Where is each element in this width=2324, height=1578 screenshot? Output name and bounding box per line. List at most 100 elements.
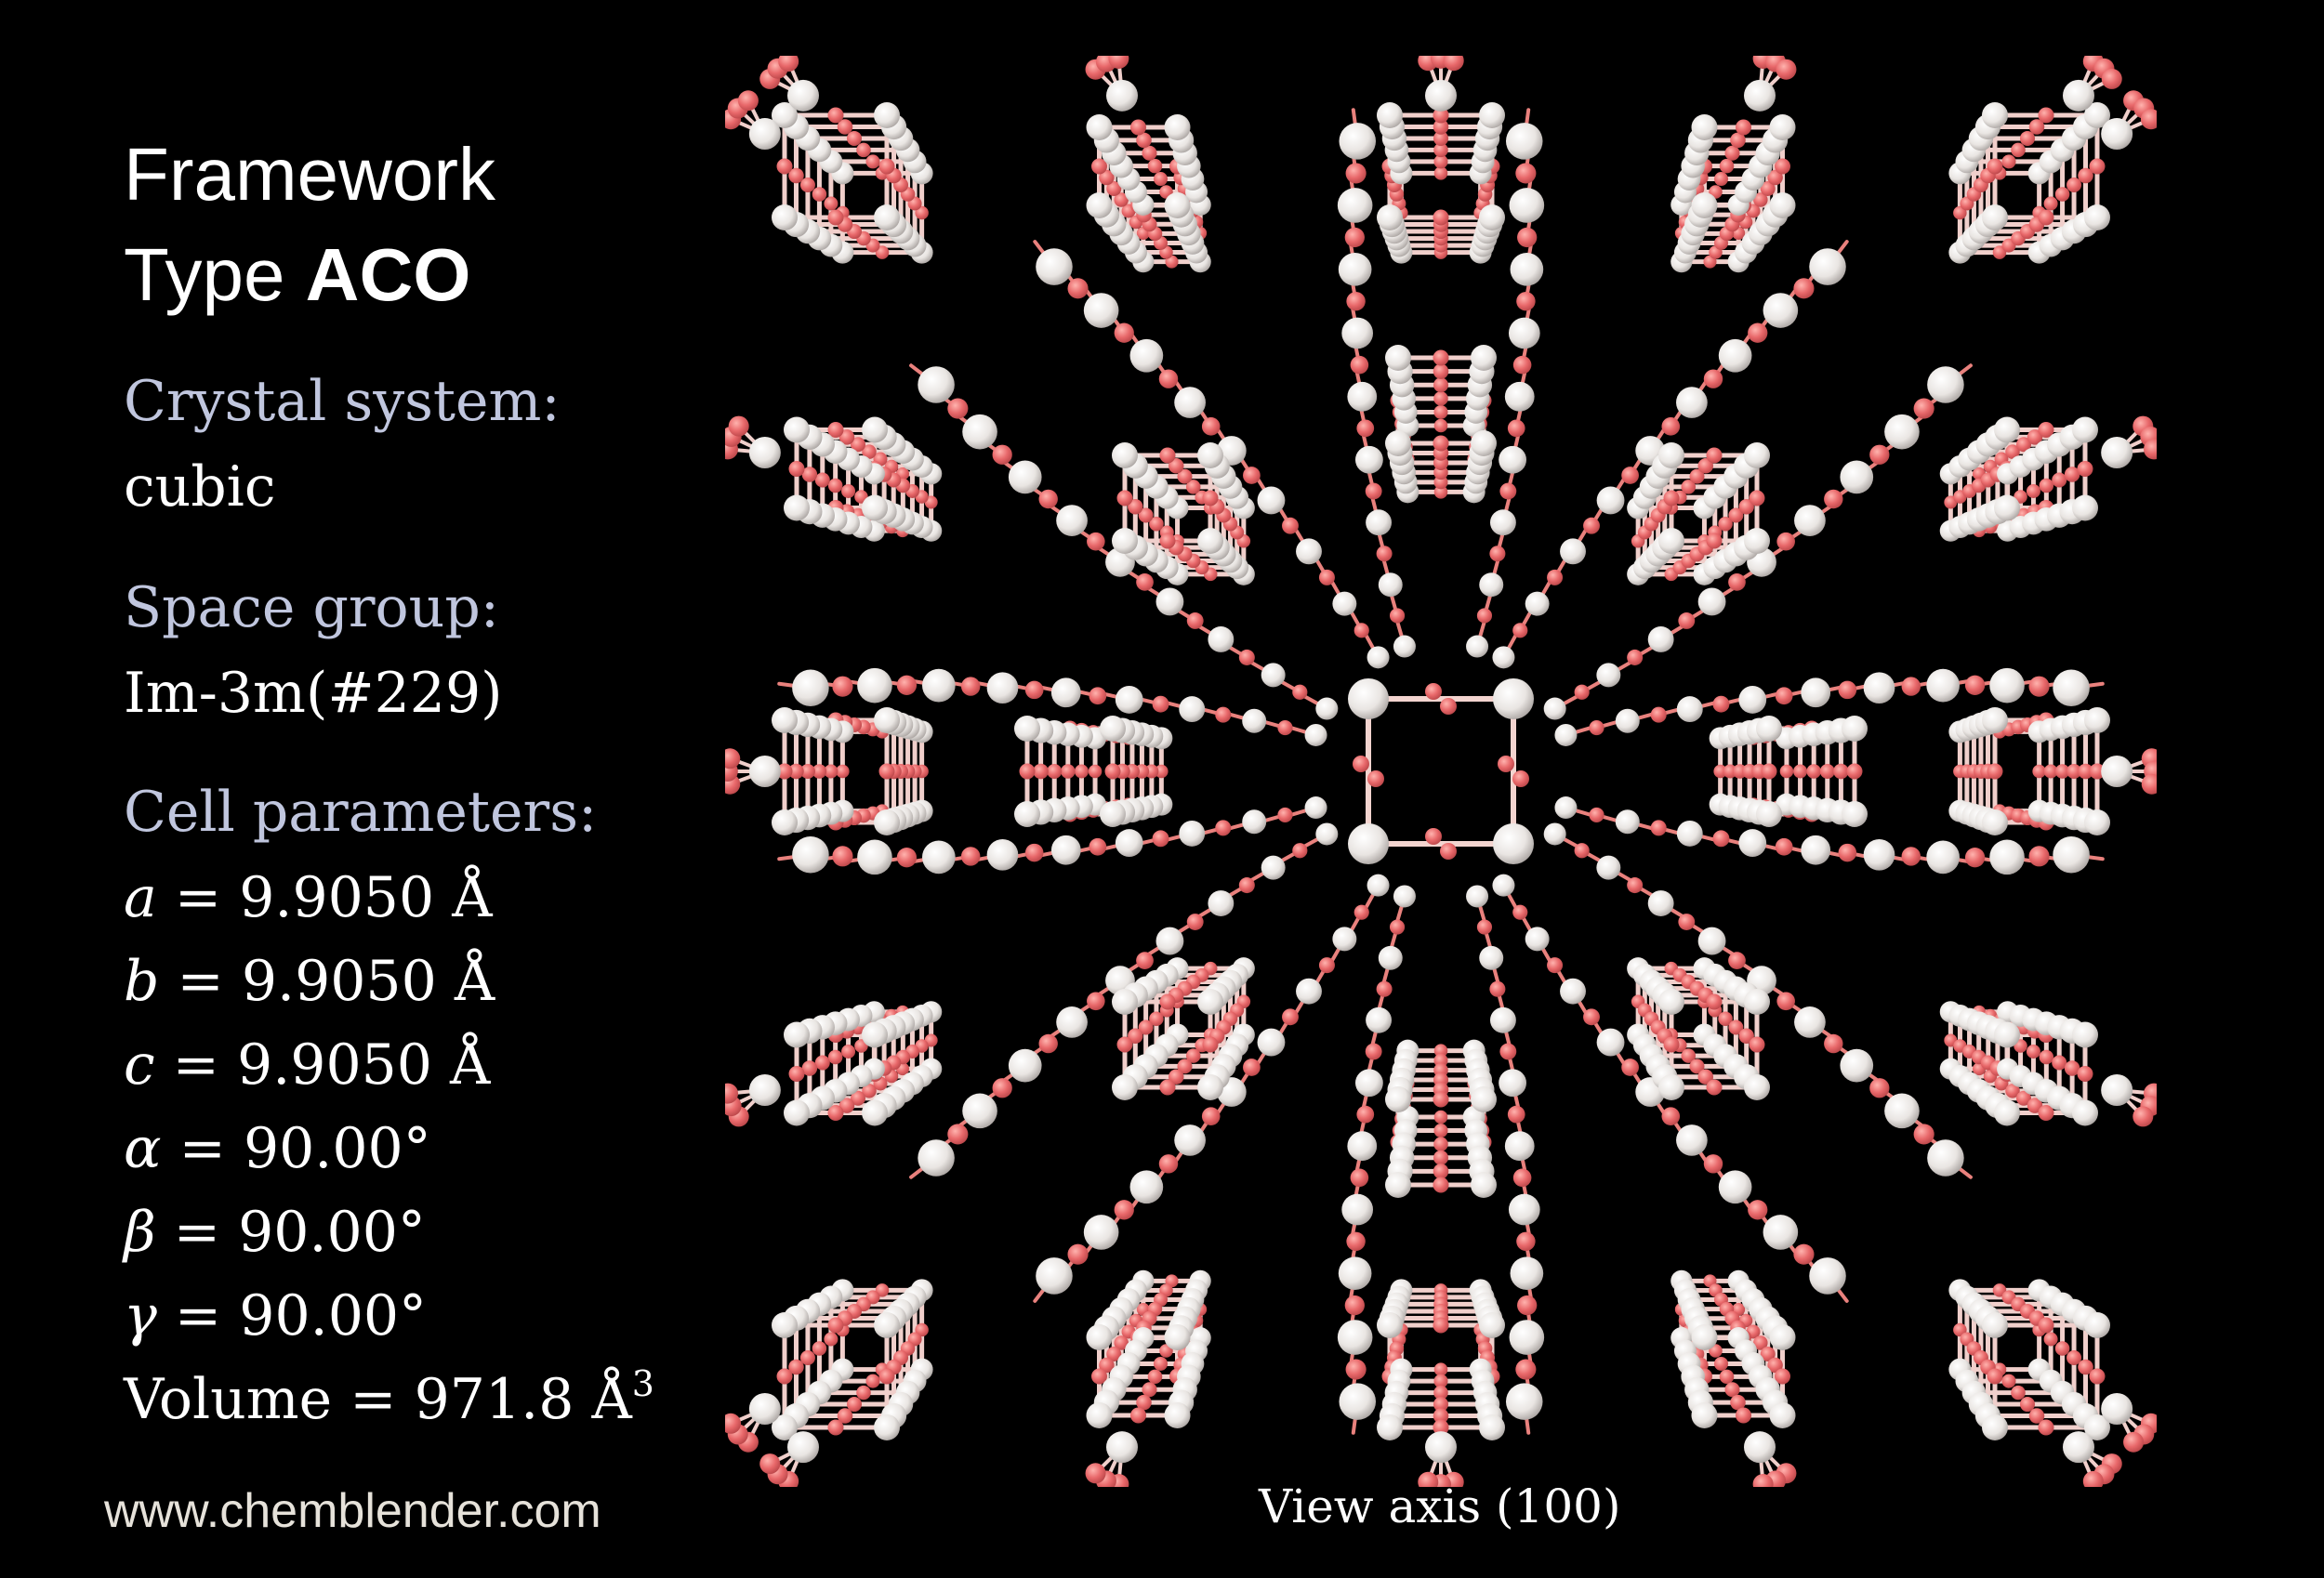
oxygen-atom (1128, 1028, 1143, 1045)
oxygen-atom (1443, 56, 1464, 72)
tetrahedral-atom (1744, 1074, 1770, 1100)
crystal-system-value: cubic (124, 454, 276, 519)
oxygen-atom (1728, 1019, 1744, 1035)
tetrahedral-atom (1982, 809, 2008, 835)
oxygen-atom (1089, 687, 1107, 705)
oxygen-atom (1736, 119, 1751, 136)
oxygen-atom (1512, 355, 1532, 375)
tetrahedral-atom (1479, 102, 1505, 128)
tetrahedral-atom (1744, 442, 1770, 468)
oxygen-atom (960, 677, 981, 696)
tetrahedral-atom (1008, 1048, 1042, 1083)
oxygen-atom (1202, 490, 1219, 506)
oxygen-atom (827, 1317, 844, 1334)
tetrahedral-atom (922, 668, 956, 703)
oxygen-atom (2026, 484, 2040, 498)
oxygen-atom (2026, 1045, 2040, 1059)
oxygen-atom (2067, 178, 2082, 192)
oxygen-atom (1418, 1471, 1439, 1487)
param-value: = 90.00° (155, 1200, 426, 1265)
tetrahedral-atom (1842, 801, 1868, 827)
oxygen-atom (1344, 1295, 1365, 1316)
tetrahedral-atom (1615, 809, 1640, 835)
oxygen-atom (1433, 1408, 1449, 1424)
oxygen-atom (2020, 130, 2035, 146)
tetrahedral-atom (792, 835, 829, 874)
tetrahedral-atom (1366, 1006, 1393, 1033)
oxygen-atom (788, 763, 804, 780)
oxygen-atom (1433, 1177, 1449, 1193)
tetrahedral-atom (1691, 1402, 1718, 1428)
oxygen-atom (1433, 1397, 1448, 1413)
tetrahedral-atom (1197, 1074, 1223, 1100)
tetrahedral-atom (1100, 716, 1126, 742)
oxygen-atom (1365, 482, 1382, 500)
tetrahedral-atom (1676, 1124, 1708, 1156)
oxygen-atom (1728, 507, 1744, 523)
tetrahedral-atom (1647, 890, 1674, 916)
oxygen-atom (799, 764, 815, 779)
tetrahedral-atom (1377, 102, 1403, 128)
tetrahedral-atom (874, 809, 900, 835)
tetrahedral-atom (986, 838, 1019, 871)
tetrahedral-atom (1508, 317, 1540, 349)
oxygen-atom (1215, 820, 1232, 836)
oxygen-atom (841, 484, 856, 498)
tetrahedral-atom (1505, 123, 1543, 160)
oxygen-atom (1913, 398, 1934, 419)
param-value: = 90.00° (161, 1116, 431, 1181)
oxygen-atom (1345, 163, 1367, 184)
oxygen-atom (1185, 480, 1201, 494)
oxygen-atom (1736, 1407, 1751, 1424)
tetrahedral-atom (1385, 1172, 1411, 1198)
tetrahedral-atom (1499, 445, 1527, 474)
tetrahedral-atom (1615, 708, 1640, 733)
tetrahedral-atom (1499, 1069, 1527, 1098)
oxygen-atom (1433, 349, 1449, 366)
oxygen-atom (837, 1408, 853, 1424)
tetrahedral-atom (1112, 1074, 1138, 1100)
oxygen-atom (1114, 1200, 1134, 1220)
tetrahedral-atom (2072, 1021, 2098, 1048)
tetrahedral-atom (1525, 591, 1550, 616)
title-type: Type (124, 233, 285, 316)
tetrahedral-atom (1425, 79, 1457, 112)
oxygen-atom (1087, 992, 1105, 1011)
oxygen-atom (1346, 291, 1366, 311)
oxygen-atom (2078, 167, 2093, 184)
oxygen-atom (1718, 516, 1733, 532)
oxygen-atom (1749, 490, 1765, 506)
tetrahedral-atom (792, 669, 829, 707)
oxygen-atom (1152, 830, 1169, 848)
oxygen-atom (1869, 1078, 1890, 1098)
oxygen-atom (1689, 1059, 1705, 1074)
oxygen-atom (856, 142, 871, 158)
tetrahedral-atom (874, 204, 900, 230)
oxygen-atom (1433, 485, 1448, 499)
oxygen-atom (1776, 532, 1795, 551)
oxygen-atom (827, 1049, 843, 1065)
tetrahedral-atom (1763, 293, 1799, 328)
tetrahedral-atom (1809, 248, 1846, 285)
tetrahedral-atom (1385, 345, 1411, 371)
oxygen-atom (847, 1397, 862, 1413)
tetrahedral-atom (2053, 669, 2090, 707)
tetrahedral-atom (2053, 835, 2090, 874)
oxygen-atom (1489, 546, 1506, 562)
oxygen-atom (1353, 904, 1369, 920)
tetrahedral-atom (1658, 528, 1684, 554)
oxygen-atom (788, 461, 805, 477)
tetrahedral-atom (1769, 1402, 1796, 1428)
oxygen-atom (1793, 764, 1808, 779)
tetrahedral-atom (1560, 538, 1586, 565)
tetrahedral-atom (1658, 989, 1684, 1015)
tetrahedral-atom (1367, 646, 1390, 669)
tetrahedral-atom (874, 707, 900, 733)
oxygen-atom (1136, 132, 1152, 149)
tetrahedral-atom (1112, 528, 1138, 554)
tetrahedral-atom (1338, 253, 1372, 286)
oxygen-atom (1152, 695, 1169, 713)
tetrahedral-atom (862, 1021, 888, 1048)
tetrahedral-atom (1257, 1028, 1286, 1057)
oxygen-atom (1512, 904, 1528, 920)
